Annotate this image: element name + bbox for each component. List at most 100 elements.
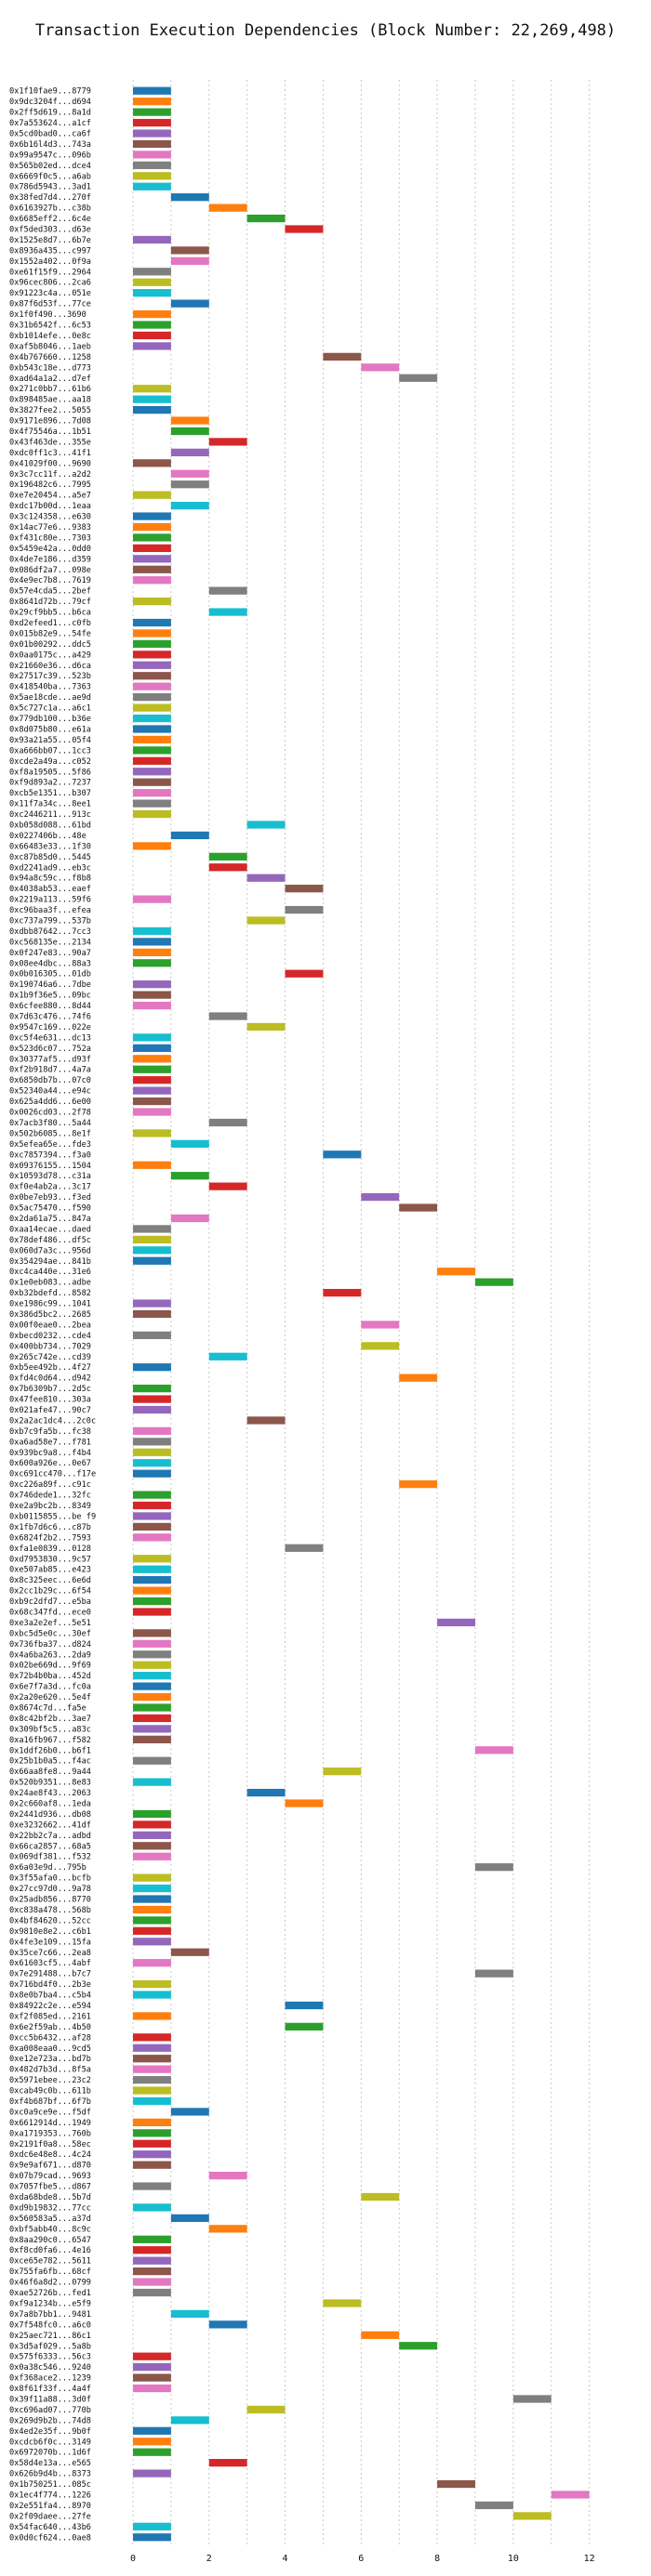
y-tick-label: 0x93a21a55...05f4 — [9, 736, 91, 745]
bar — [133, 1842, 171, 1850]
y-tick-label: 0x600a926e...0e67 — [9, 1459, 91, 1468]
y-tick-label: 0xe507ab85...e423 — [9, 1566, 91, 1575]
bar — [133, 991, 171, 999]
y-tick-label: 0x0b016305...01db — [9, 970, 91, 979]
bar — [285, 2022, 324, 2031]
bar — [133, 2065, 171, 2073]
y-tick-label: 0x736fba37...d824 — [9, 1640, 91, 1649]
y-tick-label: 0x3d5af029...5a8b — [9, 2342, 91, 2351]
y-tick-label: 0xd2efeed1...c0fb — [9, 619, 91, 628]
y-tick-label: 0x39f11a88...3d0f — [9, 2395, 91, 2404]
bar — [133, 129, 171, 138]
bar — [133, 2129, 171, 2137]
y-tick-label: 0x4a6ba263...2da9 — [9, 1650, 91, 1660]
bar — [208, 1118, 247, 1127]
y-tick-label: 0x72b4b0ba...452d — [9, 1672, 91, 1681]
y-tick-label: 0xc696ad07...770b — [9, 2406, 91, 2415]
bar — [133, 565, 171, 573]
y-tick-label: 0x716bd4f0...2b3e — [9, 1980, 91, 1990]
y-tick-label: 0xc4ca440e...31e6 — [9, 1268, 91, 1277]
bar — [133, 703, 171, 712]
bar — [399, 374, 438, 382]
bar — [133, 1385, 171, 1393]
y-tick-label: 0x2ff5d619...8a1d — [9, 109, 91, 118]
y-tick-label: 0x8d075b80...e61a — [9, 725, 91, 734]
bar — [133, 1639, 171, 1648]
y-tick-label: 0x3c124358...e630 — [9, 513, 91, 522]
y-tick-label: 0x24ae8f43...2063 — [9, 1789, 91, 1798]
bar — [133, 2469, 171, 2477]
bar — [133, 1714, 171, 1723]
bar — [133, 118, 171, 127]
y-tick-label: 0xf368ace2...1239 — [9, 2374, 91, 2384]
y-tick-label: 0x309bf5c5...a83c — [9, 1725, 91, 1734]
y-tick-label: 0xb7c9fa5b...fc38 — [9, 1427, 91, 1437]
y-tick-label: 0x7d63c476...74f6 — [9, 1013, 91, 1022]
y-tick-label: 0x7e291488...b7c7 — [9, 1970, 91, 1979]
bar — [133, 661, 171, 669]
bar — [133, 1097, 171, 1106]
bar — [133, 1108, 171, 1116]
bar — [133, 948, 171, 956]
y-tick-label: 0xcc5b6432...af28 — [9, 2033, 91, 2043]
y-tick-label: 0x99a9547c...096b — [9, 151, 91, 160]
y-tick-label: 0x22bb2c7a...adbd — [9, 1832, 91, 1841]
bar — [246, 916, 286, 925]
y-tick-label: 0xfa1e0839...0128 — [9, 1544, 91, 1554]
y-tick-label: 0x46f6a8d2...0799 — [9, 2279, 91, 2288]
bar — [133, 2096, 171, 2106]
bar — [133, 1884, 171, 1893]
y-tick-label: 0x47fee810...303a — [9, 1396, 91, 1405]
y-tick-label: 0xcdcb6f0c...3149 — [9, 2438, 91, 2447]
bar — [133, 2522, 171, 2530]
bar — [133, 2256, 171, 2265]
bar — [208, 863, 247, 872]
grid-lines — [132, 80, 591, 2544]
y-tick-label: 0x09376155...1504 — [9, 1162, 91, 1171]
bar — [208, 2225, 247, 2233]
y-tick-label: 0x6163927b...c38b — [9, 204, 91, 214]
bar — [133, 2278, 171, 2286]
bar — [133, 1895, 171, 1903]
y-tick-label: 0x7b6309b7...2d5c — [9, 1385, 91, 1394]
y-tick-label: 0xb543c18e...d773 — [9, 363, 91, 373]
bar — [133, 1405, 171, 1414]
bar — [133, 1926, 171, 1935]
bar — [133, 2363, 171, 2372]
y-tick-label: 0x502b6085...8e1f — [9, 1129, 91, 1138]
bar — [133, 1576, 171, 1584]
y-tick-label: 0x4fe3e109...15fa — [9, 1938, 91, 1947]
bar — [133, 1938, 171, 1946]
bar — [133, 1469, 171, 1478]
bar — [133, 1044, 171, 1052]
y-tick-label: 0x6b16l4d3...743a — [9, 140, 91, 150]
y-tick-label: 0x43f463de...355e — [9, 438, 91, 447]
y-tick-label: 0x6972070b...1d6f — [9, 2449, 91, 2458]
bar — [133, 1033, 171, 1042]
bar — [133, 895, 171, 903]
bar — [133, 1512, 171, 1520]
bar — [133, 459, 171, 467]
bar — [133, 2086, 171, 2095]
y-tick-label: 0x07b79cad...9693 — [9, 2172, 91, 2181]
y-tick-label: 0x7057fbe5...d867 — [9, 2183, 91, 2192]
bar — [170, 2416, 209, 2425]
bar — [133, 2373, 171, 2382]
y-tick-label: 0x31b6542f...6c53 — [9, 322, 91, 331]
y-tick-label: 0x8f61f33f...4a4f — [9, 2385, 91, 2394]
y-tick-label: 0x418540ba...7363 — [9, 683, 91, 692]
bar — [133, 799, 171, 808]
y-tick-label: 0x4038ab53...eaef — [9, 885, 91, 894]
bar — [133, 1831, 171, 1839]
bar — [361, 2331, 400, 2339]
bar — [208, 586, 247, 595]
bar — [133, 1661, 171, 1669]
bar — [133, 1225, 171, 1233]
bar — [133, 268, 171, 276]
y-tick-label: 0xb058d088...61bd — [9, 821, 91, 830]
y-tick-label: 0xf8cd0fa6...4e16 — [9, 2246, 91, 2255]
bar — [170, 427, 209, 436]
y-tick-label: 0x354294ae...841b — [9, 1257, 91, 1267]
bar — [133, 1692, 171, 1702]
bar — [133, 151, 171, 159]
